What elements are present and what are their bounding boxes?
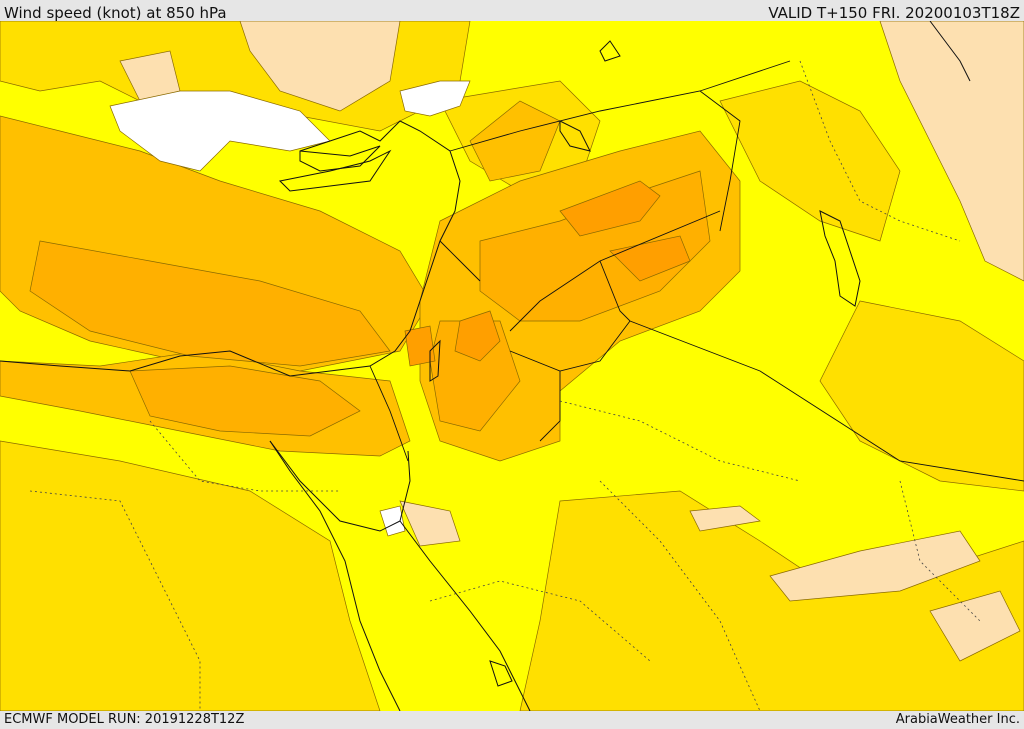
wind-region-dark-orange [404,325,436,367]
borders [369,60,1024,482]
map-title: Wind speed (knot) at 850 hPa [4,4,227,22]
wind-region-gold [719,80,901,242]
wind-region-peach [769,530,981,602]
wind-region-white [379,505,406,537]
wind-region-peach [879,21,1024,282]
wind-region-white [109,90,331,172]
wind-region-orange [129,365,361,437]
wind-speed-map[interactable] [0,21,1024,711]
wind-region-gold [0,440,381,711]
model-run: ECMWF MODEL RUN: 20191228T12Z [4,712,245,727]
header-bar [0,0,1024,21]
wind-region-white [399,80,471,117]
coastlines [0,21,971,711]
province-boundaries [29,60,981,711]
wind-region-orange [29,240,391,367]
valid-time: VALID T+150 FRI. 20200103T18Z [768,4,1020,22]
wind-region-amber [469,100,561,182]
wind-region-dark-orange [454,310,501,362]
wind-region-peach [689,505,761,532]
wind-region-peach [399,500,461,547]
footer-bar [0,711,1024,729]
wind-region-peach [239,21,401,112]
credit: ArabiaWeather Inc. [895,712,1020,727]
wind-region-peach [929,590,1021,662]
wind-region-gold [819,300,1024,492]
wind-region-dark-orange [609,235,691,282]
wind-region-dark-orange [559,180,661,237]
